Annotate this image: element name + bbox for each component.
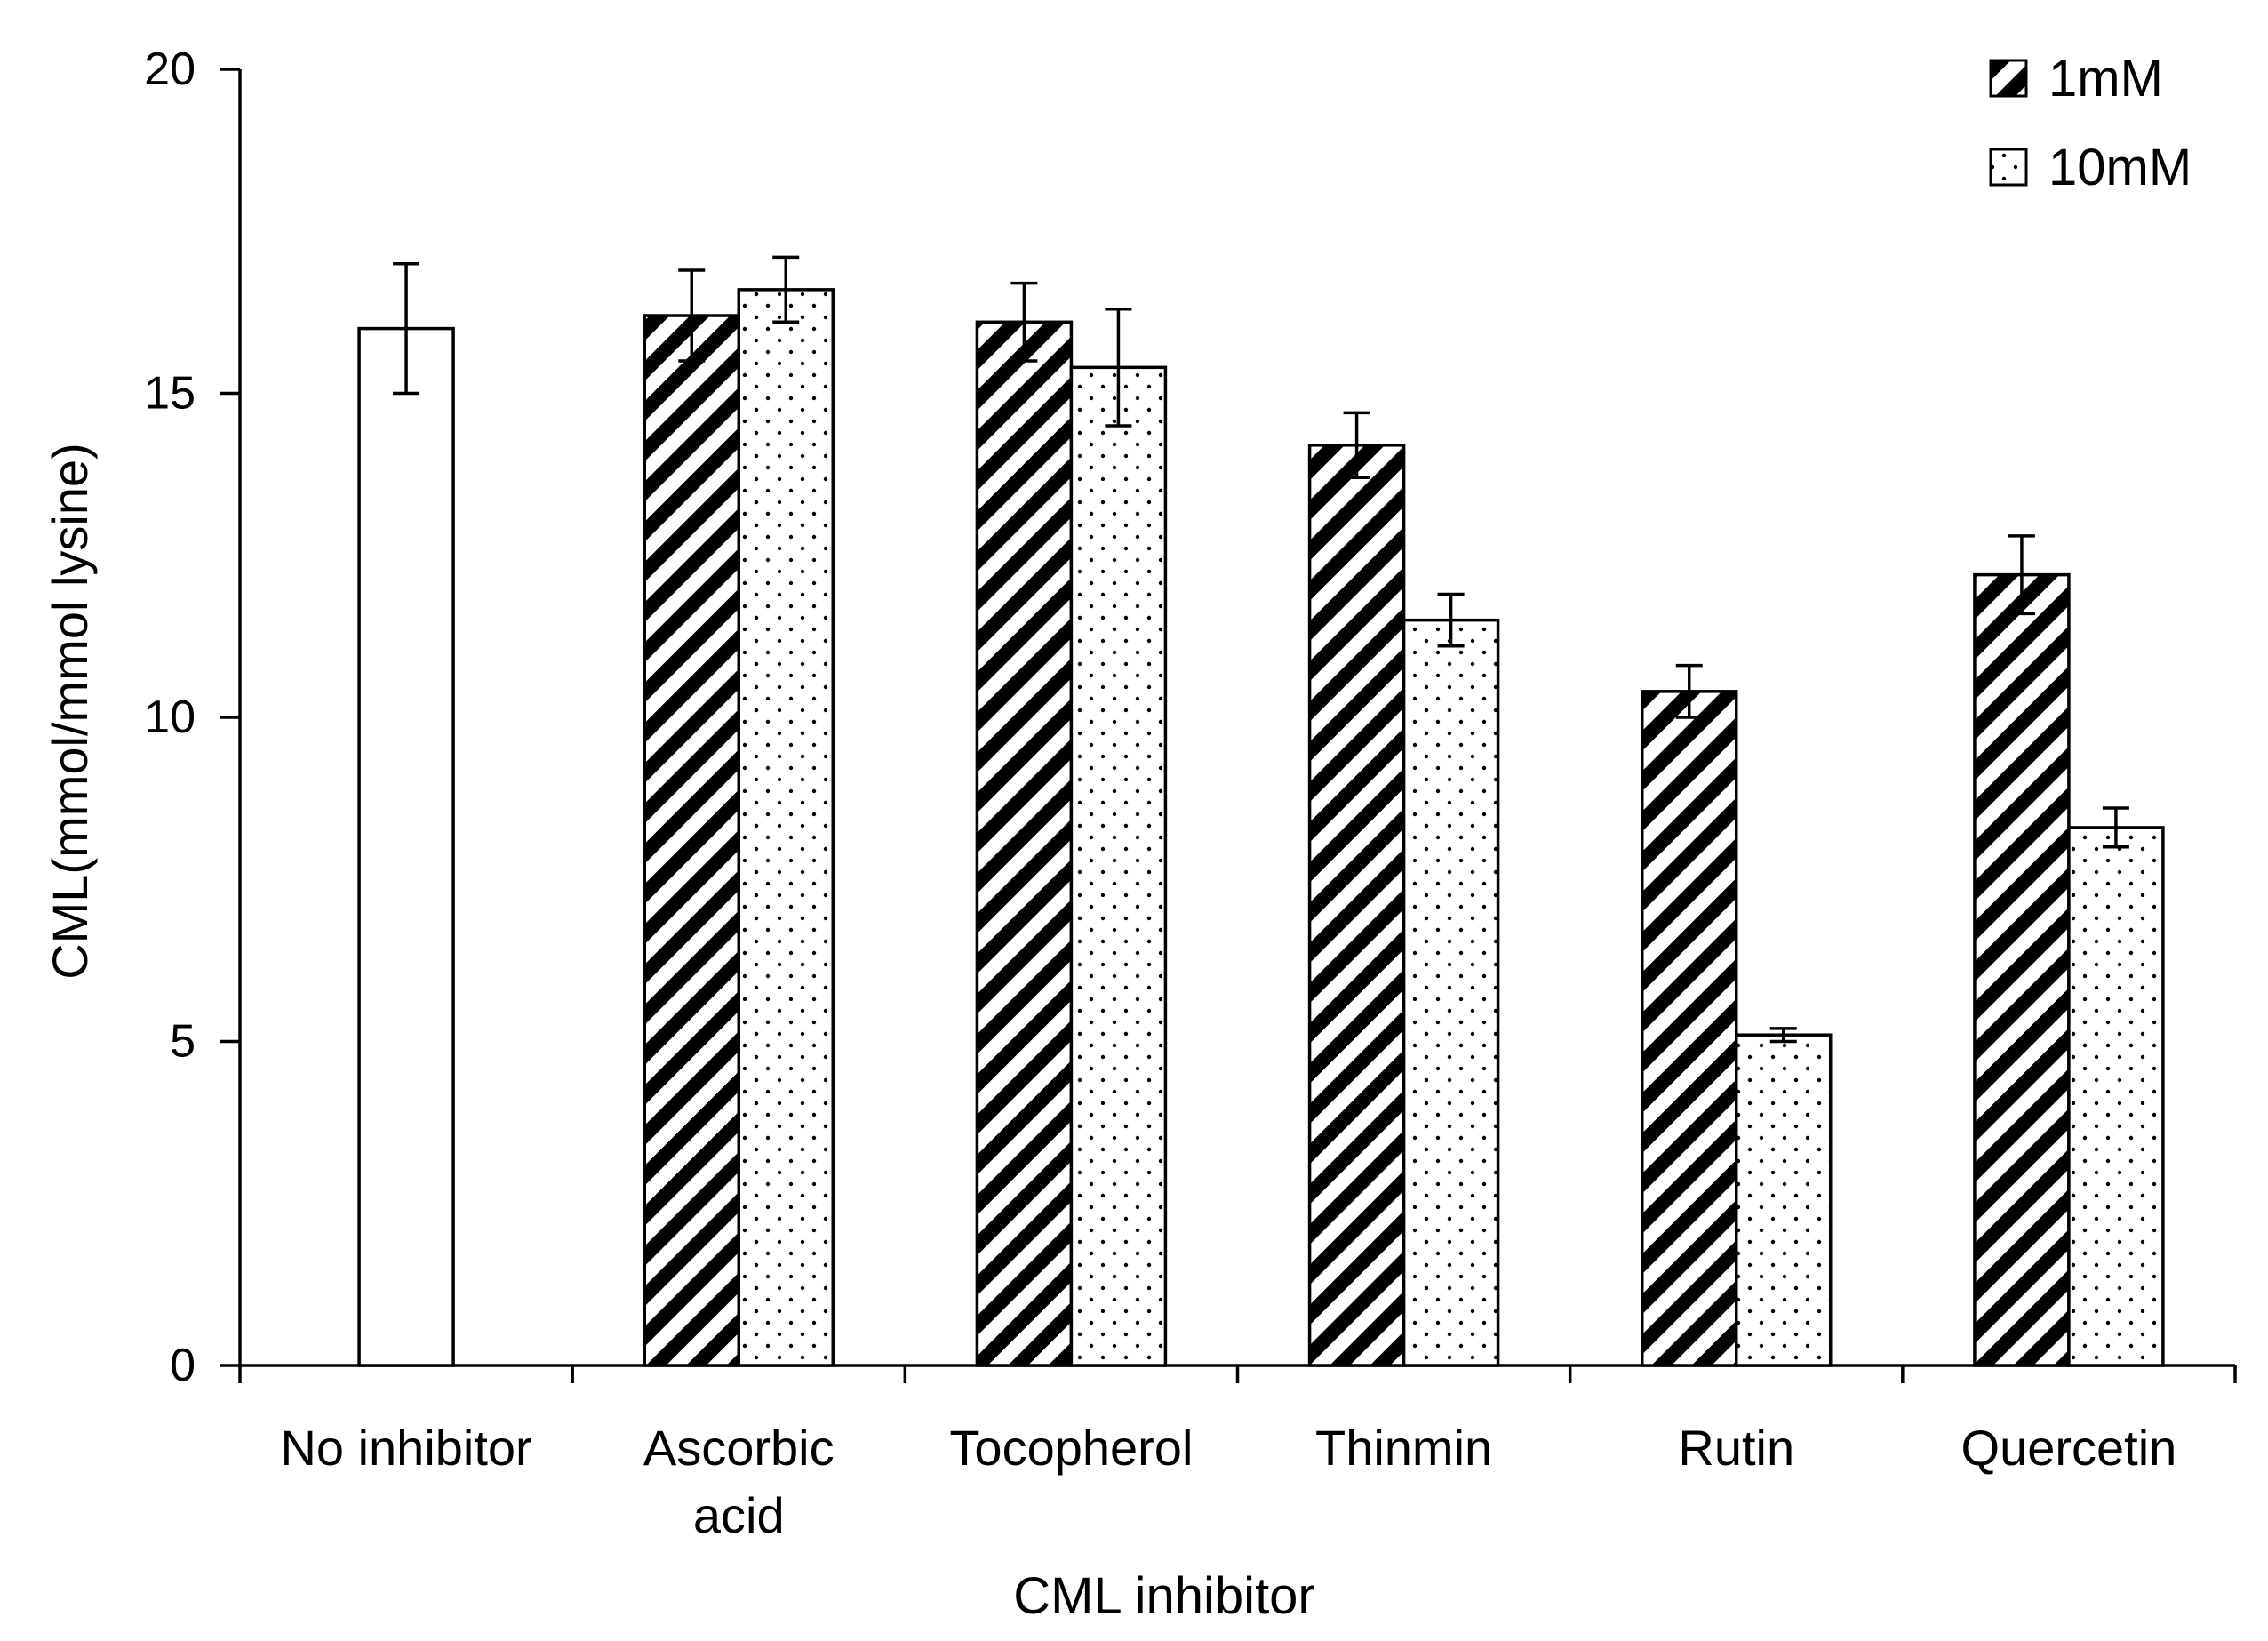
error-bar-1mm <box>2008 534 2035 616</box>
x-tick-label: Rutin <box>1678 1420 1794 1476</box>
legend-swatch-10mm <box>1989 148 2028 187</box>
x-tick-label: Thinmin <box>1315 1420 1492 1476</box>
x-tick-label-line: Tocopherol <box>949 1420 1193 1476</box>
legend-label-1mm: 1mM <box>2048 50 2163 108</box>
legend-swatch-1mm <box>1989 59 2028 98</box>
bar-1mm <box>1973 572 2071 1367</box>
bar-10mm <box>1735 1033 1833 1367</box>
legend-label-10mm: 10mM <box>2048 139 2192 196</box>
bar-1mm <box>975 320 1074 1367</box>
error-bar-1mm <box>678 268 706 363</box>
x-tick-label-line: acid <box>693 1487 785 1543</box>
axes <box>220 68 2237 1383</box>
bar-1mm <box>1641 690 1738 1367</box>
x-tick-label-line: Ascorbic <box>643 1420 835 1476</box>
bar-10mm <box>1402 618 1500 1367</box>
bar-10mm <box>737 288 835 1367</box>
bar-1mm <box>1307 444 1406 1367</box>
bar-1mm <box>643 314 740 1367</box>
bar-10mm <box>2067 826 2165 1367</box>
x-tick-label-line: Rutin <box>1678 1420 1794 1476</box>
y-tick-label: 0 <box>170 1340 196 1391</box>
error-bar-10mm <box>1105 307 1132 428</box>
y-axis-title: CML(mmol/mmol lysine) <box>42 443 98 980</box>
error-bar-1mm <box>1675 663 1703 719</box>
y-tick-label: 10 <box>144 692 196 743</box>
bar-no-inhibitor <box>357 326 455 1367</box>
y-tick-label: 5 <box>170 1016 196 1068</box>
bars <box>357 255 2165 1367</box>
x-tick-label-line: Quercetin <box>1961 1420 2177 1476</box>
y-tick-label: 15 <box>144 368 196 420</box>
error-bar-10mm <box>1769 1027 1797 1044</box>
x-axis-title: CML inhibitor <box>1013 1567 1315 1625</box>
x-tick-label-line: No inhibitor <box>280 1420 531 1476</box>
x-tick-label: Tocopherol <box>949 1420 1193 1476</box>
x-tick-label-line: Thinmin <box>1315 1420 1492 1476</box>
error-bar-1mm <box>1010 281 1038 363</box>
error-bar-no-inhibitor <box>393 261 420 396</box>
bar-10mm <box>1069 365 1168 1367</box>
error-bar-10mm <box>2102 806 2129 849</box>
y-tick-label: 20 <box>144 44 196 95</box>
x-tick-label: Ascorbic acid <box>643 1420 835 1543</box>
labels: 0 5 10 15 20 No inhibitor Ascorbic acid Tocopher… <box>42 44 2176 1625</box>
error-bar-1mm <box>1343 411 1370 480</box>
error-bar-10mm <box>1437 592 1465 648</box>
x-tick-label: Quercetin <box>1961 1420 2177 1476</box>
x-tick-label: No inhibitor <box>280 1420 531 1476</box>
error-bar-10mm <box>772 255 800 324</box>
legend: 1mM 10mM <box>1989 50 2192 196</box>
